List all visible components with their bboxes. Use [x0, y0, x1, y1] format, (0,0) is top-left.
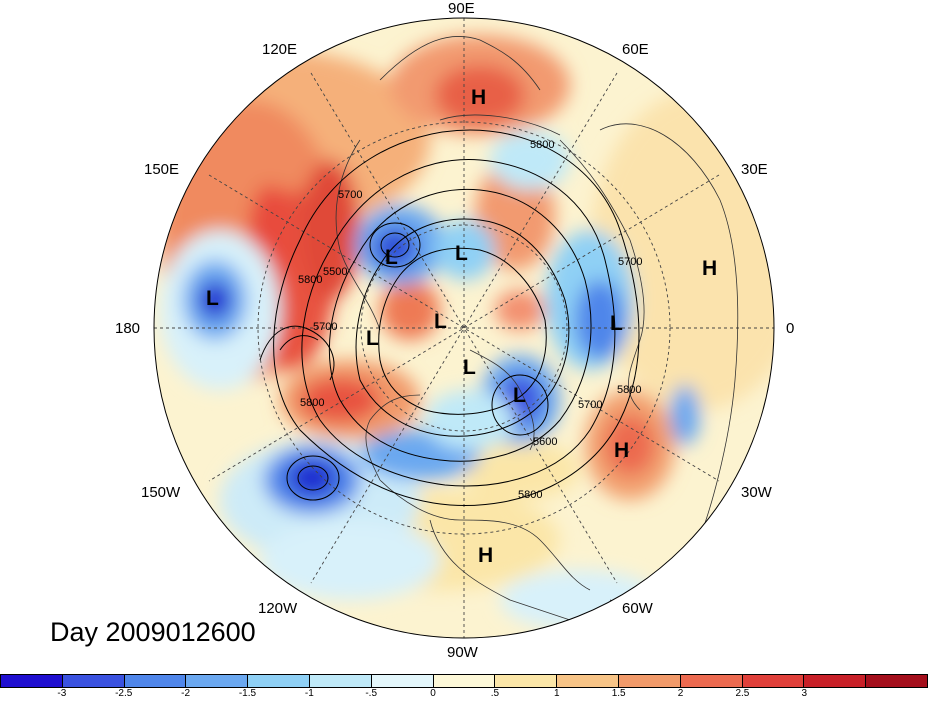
colorbar-ticks: -3 -2.5 -2 -1.5 -1 -.5 0 .5 1 1.5 2 2.5 3	[0, 688, 928, 702]
lon-label-0: 0	[786, 320, 794, 337]
contour-label: 5800	[298, 274, 322, 286]
colorbar-swatch	[62, 675, 125, 687]
low-marker: L	[206, 287, 219, 310]
contour-label: 5600	[533, 436, 557, 448]
day-label: Day 2009012600	[50, 617, 256, 647]
anomaly-field: 5800 5700 5500 5700 5800 5800 5700 5800 …	[154, 18, 774, 638]
low-marker: L	[434, 310, 447, 333]
contour-label: 5700	[618, 256, 642, 268]
contour-label: 5800	[300, 397, 324, 409]
colorbar-tick-label: 2.5	[735, 688, 750, 699]
lon-label-30w: 30W	[741, 484, 773, 501]
low-marker: L	[463, 356, 476, 379]
colorbar-swatch	[371, 675, 434, 687]
colorbar-swatch	[309, 675, 372, 687]
colorbar-swatch	[124, 675, 187, 687]
colorbar-tick-label: .5	[490, 688, 500, 699]
lon-label-180: 180	[115, 320, 140, 337]
colorbar-tick-label: 0	[430, 688, 436, 699]
colorbar-tick-label: 2	[677, 688, 684, 699]
contour-label: 5500	[323, 266, 347, 278]
pressure-systems: H H H H L L L L L L L L	[206, 86, 717, 567]
graticule	[154, 18, 774, 638]
contour-label: 5700	[578, 399, 602, 411]
contour-labels: 5800 5700 5500 5700 5800 5800 5700 5800 …	[298, 139, 642, 501]
contour-label: 5700	[313, 321, 337, 333]
lon-label-60w: 60W	[622, 600, 654, 617]
colorbar-swatch	[248, 675, 310, 687]
high-marker: H	[478, 544, 493, 567]
low-marker: L	[610, 312, 623, 335]
colorbar-swatch	[742, 675, 805, 687]
colorbar-tick-label: -2.5	[115, 688, 133, 699]
colorbar-tick-label: 1	[554, 688, 560, 699]
high-marker: H	[702, 257, 717, 280]
lon-label-150e: 150E	[144, 161, 179, 178]
colorbar-swatch	[495, 675, 558, 687]
colorbar-swatch	[1, 675, 63, 687]
contour-label: 5800	[518, 489, 542, 501]
lon-label-30e: 30E	[741, 161, 768, 178]
polar-map: 5800 5700 5500 5700 5800 5800 5700 5800 …	[115, 0, 794, 661]
colorbar	[0, 674, 928, 688]
colorbar-tick-label: -2	[181, 688, 191, 699]
lon-label-90w: 90W	[447, 644, 479, 661]
colorbar-swatch	[557, 675, 619, 687]
colorbar-swatch	[186, 675, 249, 687]
lon-label-120e: 120E	[262, 41, 297, 58]
colorbar-swatch	[680, 675, 743, 687]
colorbar-tick-label: -1	[304, 688, 314, 699]
low-marker: L	[513, 384, 526, 407]
colorbar-swatch	[618, 675, 681, 687]
lon-label-60e: 60E	[622, 41, 649, 58]
lon-label-120w: 120W	[258, 600, 298, 617]
colorbar-tick-label: 1.5	[611, 688, 626, 699]
contour-label: 5800	[530, 139, 554, 151]
longitude-labels: 90E 60E 30E 0 30W 60W 90W 120W 150W 180 …	[115, 0, 794, 661]
colorbar-tick-label: -.5	[365, 688, 378, 699]
height-contours	[259, 129, 640, 507]
colorbar-tick-label: -1.5	[238, 688, 257, 699]
contour-label: 5800	[617, 384, 641, 396]
colorbar-swatch	[804, 675, 867, 687]
lon-label-150w: 150W	[141, 484, 181, 501]
colorbar-tick-label: 3	[801, 688, 808, 699]
contour-label: 5700	[338, 189, 362, 201]
low-marker: L	[366, 327, 379, 350]
low-marker: L	[455, 242, 468, 265]
colorbar-tick-label: -3	[57, 688, 67, 699]
low-marker: L	[385, 246, 398, 269]
high-marker: H	[614, 439, 629, 462]
colorbar-swatch	[866, 675, 927, 687]
colorbar-swatch	[433, 675, 496, 687]
lon-label-90e: 90E	[448, 0, 475, 17]
high-marker: H	[471, 86, 486, 109]
map-boundary	[153, 17, 775, 639]
